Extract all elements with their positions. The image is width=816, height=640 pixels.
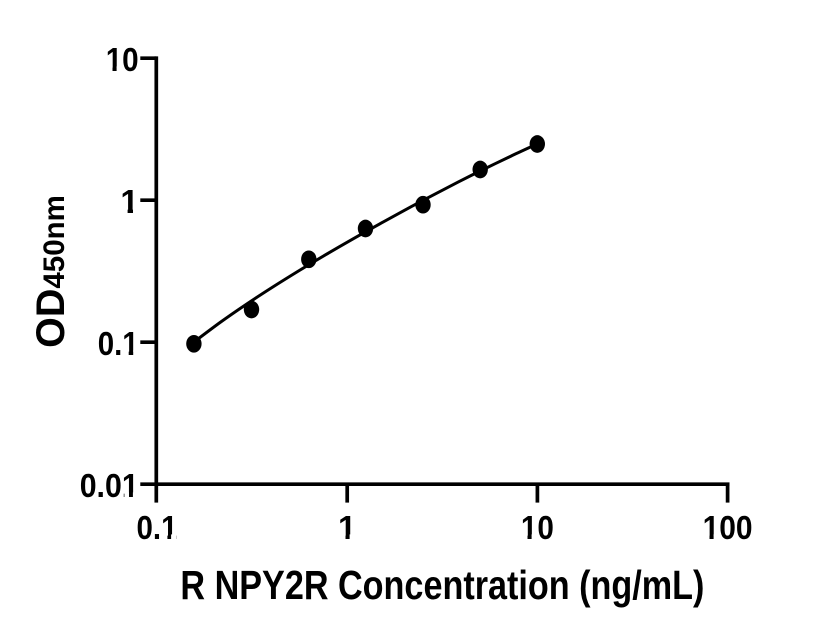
- svg-text:100: 100: [703, 509, 753, 546]
- svg-text:0.1: 0.1: [98, 325, 139, 362]
- svg-text:OD450nm: OD450nm: [29, 195, 73, 348]
- svg-text:10: 10: [521, 509, 554, 546]
- svg-text:1: 1: [338, 509, 356, 546]
- svg-text:0.1: 0.1: [137, 509, 178, 546]
- svg-text:1: 1: [120, 183, 138, 220]
- svg-text:0.01: 0.01: [80, 467, 139, 504]
- svg-text:R NPY2R Concentration (ng/mL): R NPY2R Concentration (ng/mL): [180, 562, 704, 608]
- svg-text:10: 10: [106, 41, 139, 78]
